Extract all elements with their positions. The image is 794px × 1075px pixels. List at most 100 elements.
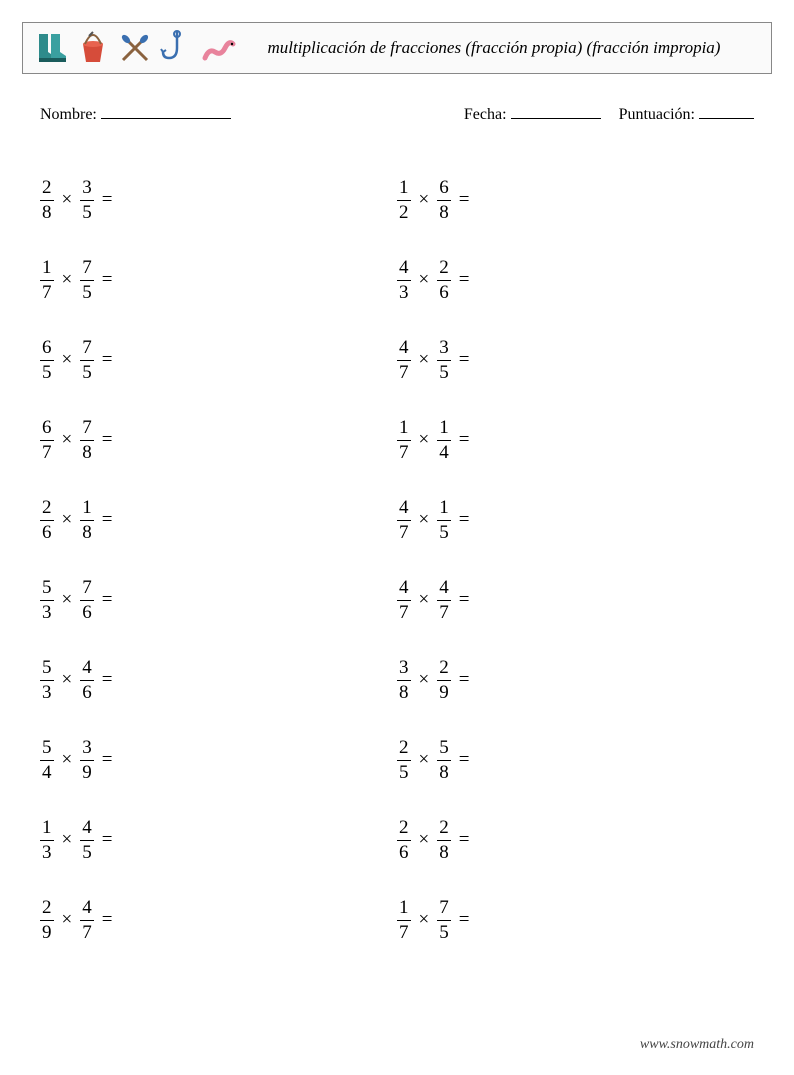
fraction-bar	[40, 760, 54, 761]
numerator: 5	[437, 737, 451, 759]
denominator: 6	[437, 282, 451, 304]
denominator: 5	[397, 762, 411, 784]
fraction: 43	[397, 257, 411, 304]
equals-sign: =	[459, 189, 470, 211]
fraction: 13	[40, 817, 54, 864]
fraction-bar	[397, 360, 411, 361]
denominator: 9	[40, 922, 54, 944]
numerator: 1	[437, 417, 451, 439]
fraction-bar	[40, 200, 54, 201]
fraction-bar	[80, 760, 94, 761]
equals-sign: =	[459, 909, 470, 931]
fraction-bar	[437, 440, 451, 441]
denominator: 5	[437, 362, 451, 384]
problem: 53×76=	[40, 560, 397, 640]
equals-sign: =	[102, 829, 113, 851]
fraction: 47	[397, 577, 411, 624]
fraction: 75	[80, 337, 94, 384]
problem: 54×39=	[40, 720, 397, 800]
equals-sign: =	[102, 189, 113, 211]
times-operator: ×	[62, 669, 73, 691]
denominator: 7	[397, 522, 411, 544]
fraction-bar	[397, 600, 411, 601]
problem: 26×18=	[40, 480, 397, 560]
fraction-bar	[437, 520, 451, 521]
numerator: 2	[437, 657, 451, 679]
denominator: 2	[397, 202, 411, 224]
problem: 17×14=	[397, 400, 754, 480]
date-label: Fecha:	[464, 106, 507, 123]
header-icon-row	[23, 30, 237, 66]
denominator: 5	[437, 922, 451, 944]
times-operator: ×	[419, 589, 430, 611]
score-blank	[699, 102, 754, 119]
times-operator: ×	[419, 829, 430, 851]
numerator: 2	[437, 817, 451, 839]
denominator: 7	[40, 442, 54, 464]
numerator: 2	[397, 817, 411, 839]
times-operator: ×	[419, 189, 430, 211]
numerator: 5	[40, 577, 54, 599]
times-operator: ×	[62, 749, 73, 771]
fraction-bar	[397, 760, 411, 761]
meta-row: Nombre: Fecha: Puntuación:	[40, 102, 754, 124]
fraction: 25	[397, 737, 411, 784]
score-label: Puntuación:	[619, 106, 695, 123]
numerator: 5	[40, 657, 54, 679]
fraction: 47	[80, 897, 94, 944]
fraction: 47	[397, 497, 411, 544]
numerator: 4	[80, 897, 94, 919]
fraction: 28	[437, 817, 451, 864]
numerator: 7	[80, 417, 94, 439]
denominator: 3	[40, 842, 54, 864]
denominator: 5	[80, 842, 94, 864]
denominator: 8	[437, 202, 451, 224]
denominator: 5	[437, 522, 451, 544]
fraction-bar	[437, 280, 451, 281]
problem: 17×75=	[40, 240, 397, 320]
denominator: 4	[437, 442, 451, 464]
numerator: 6	[437, 177, 451, 199]
problem: 12×68=	[397, 160, 754, 240]
times-operator: ×	[62, 829, 73, 851]
times-operator: ×	[419, 269, 430, 291]
fraction: 68	[437, 177, 451, 224]
fraction-bar	[397, 440, 411, 441]
fraction-bar	[80, 200, 94, 201]
equals-sign: =	[459, 749, 470, 771]
footer-link: www.snowmath.com	[640, 1037, 754, 1053]
fraction: 28	[40, 177, 54, 224]
numerator: 1	[40, 257, 54, 279]
equals-sign: =	[459, 349, 470, 371]
denominator: 5	[80, 202, 94, 224]
problem: 38×29=	[397, 640, 754, 720]
problem: 53×46=	[40, 640, 397, 720]
numerator: 3	[80, 737, 94, 759]
hook-icon	[159, 30, 195, 66]
fraction: 65	[40, 337, 54, 384]
problem: 67×78=	[40, 400, 397, 480]
boots-icon	[33, 30, 69, 66]
fraction-bar	[437, 920, 451, 921]
denominator: 6	[40, 522, 54, 544]
fraction-bar	[40, 840, 54, 841]
denominator: 8	[40, 202, 54, 224]
denominator: 7	[40, 282, 54, 304]
fraction: 29	[437, 657, 451, 704]
fraction-bar	[397, 280, 411, 281]
equals-sign: =	[102, 429, 113, 451]
equals-sign: =	[459, 669, 470, 691]
denominator: 7	[80, 922, 94, 944]
times-operator: ×	[419, 509, 430, 531]
fraction-bar	[40, 920, 54, 921]
fraction: 17	[397, 897, 411, 944]
numerator: 2	[397, 737, 411, 759]
numerator: 7	[80, 577, 94, 599]
fraction: 26	[437, 257, 451, 304]
worksheet-title: multiplicación de fracciones (fracción p…	[237, 37, 771, 59]
times-operator: ×	[62, 269, 73, 291]
numerator: 6	[40, 337, 54, 359]
numerator: 3	[397, 657, 411, 679]
numerator: 4	[437, 577, 451, 599]
fraction: 38	[397, 657, 411, 704]
